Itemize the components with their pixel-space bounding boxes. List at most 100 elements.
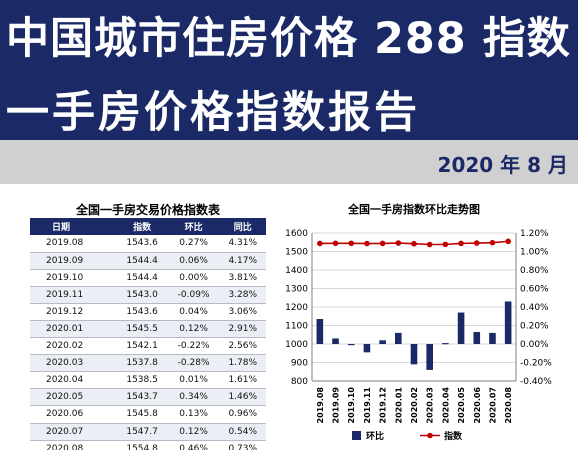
table-row: 2019.11 1543.0 -0.09% 3.28%	[30, 286, 266, 304]
cell-mom: 0.12%	[167, 320, 220, 339]
cell-date: 2019.09	[30, 252, 117, 270]
cell-index: 1538.5	[116, 371, 168, 390]
cell-date: 2020.08	[30, 440, 117, 450]
cell-index: 1554.8	[116, 440, 168, 450]
x-tick-label: 2020.08	[504, 387, 513, 424]
chart-title: 全国一手房指数环比走势图	[347, 202, 480, 216]
y-right-tick-label: -0.20%	[520, 359, 552, 369]
point-index	[317, 240, 323, 247]
cell-index: 1543.6	[116, 303, 168, 321]
point-index	[395, 240, 402, 246]
cell-date: 2019.10	[30, 269, 117, 287]
table-row: 2020.03 1537.8 -0.28% 1.78%	[30, 354, 266, 373]
table-row: 2020.01 1545.5 0.12% 2.91%	[30, 320, 266, 339]
y-right-tick-label: 0.60%	[520, 285, 549, 295]
cell-index: 1542.1	[116, 337, 168, 356]
table-header-row: 日期 指数 环比 同比	[30, 218, 266, 235]
cell-mom: 0.13%	[167, 405, 220, 424]
table-row: 2020.08 1554.8 0.46% 0.73%	[30, 440, 266, 450]
cell-index: 1543.7	[116, 388, 168, 407]
legend-marker-line	[427, 432, 433, 439]
table-row: 2019.12 1543.6 0.04% 3.06%	[30, 303, 266, 321]
bar-mom	[426, 344, 433, 370]
column-header-mom: 环比	[167, 218, 220, 235]
point-index	[489, 239, 496, 246]
table-row: 2020.04 1538.5 0.01% 1.61%	[30, 371, 266, 390]
y-right-tick-label: 0.00%	[520, 340, 549, 350]
cell-index: 1543.6	[116, 235, 168, 253]
bar-mom	[332, 338, 339, 344]
point-index	[364, 240, 370, 247]
table-row: 2020.05 1543.7 0.34% 1.46%	[30, 388, 266, 407]
cell-index: 1545.5	[116, 320, 168, 339]
cell-date: 2020.01	[30, 320, 117, 339]
y-right-tick-label: -0.40%	[520, 377, 552, 387]
header-banner: 中国城市住房价格 288 指数 一手房价格指数报告	[0, 0, 578, 140]
y-left-tick-label: 800	[291, 377, 308, 387]
x-tick-label: 2019.11	[363, 387, 372, 424]
bar-mom	[473, 331, 481, 344]
x-tick-label: 2020.03	[426, 387, 435, 423]
legend-swatch-bar	[352, 431, 361, 440]
legend-label-line: 指数	[444, 430, 463, 442]
x-tick-label: 2020.07	[488, 387, 497, 423]
table-row: 2020.06 1545.8 0.13% 0.96%	[30, 405, 266, 424]
bar-mom	[316, 319, 324, 344]
bar-mom	[489, 332, 496, 344]
point-index	[473, 240, 480, 246]
table-row: 2019.10 1544.4 0.00% 3.81%	[30, 269, 266, 287]
cell-index: 1543.0	[116, 286, 168, 304]
bar-mom	[410, 344, 418, 365]
cell-date: 2019.12	[30, 303, 117, 321]
cell-mom: 0.06%	[167, 252, 220, 270]
cell-yoy: 0.96%	[219, 405, 266, 424]
point-index	[442, 241, 449, 248]
y-left-tick-label: 900	[291, 359, 308, 369]
cell-yoy: 2.91%	[219, 320, 266, 339]
x-tick-label: 2019.08	[316, 387, 325, 424]
cell-mom: 0.34%	[167, 388, 220, 407]
cell-yoy: 4.17%	[219, 252, 266, 270]
cell-mom: -0.28%	[167, 354, 220, 373]
cell-yoy: 2.56%	[219, 337, 266, 356]
bar-mom	[395, 332, 402, 344]
cell-date: 2020.02	[30, 337, 117, 356]
y-left-tick-label: 1200	[285, 303, 308, 313]
cell-yoy: 1.78%	[219, 354, 266, 373]
point-index	[426, 241, 433, 248]
point-index	[332, 240, 339, 247]
point-index	[505, 238, 511, 245]
y-left-tick-label: 1100	[285, 322, 308, 332]
table-title: 全国一手房交易价格指数表	[75, 203, 220, 217]
cell-date: 2019.08	[30, 235, 117, 253]
bar-mom	[442, 343, 449, 345]
cell-mom: -0.22%	[167, 337, 220, 356]
point-index	[411, 240, 417, 247]
table-row: 2019.08 1543.6 0.27% 4.31%	[30, 235, 266, 253]
cell-yoy: 3.28%	[219, 286, 266, 304]
cell-date: 2020.05	[30, 388, 117, 407]
column-header-index: 指数	[116, 218, 168, 235]
x-tick-label: 2019.10	[347, 387, 356, 424]
cell-mom: 0.00%	[167, 269, 220, 287]
x-tick-label: 2020.01	[394, 387, 403, 424]
cell-yoy: 3.06%	[219, 303, 266, 321]
report-title-line2: 一手房价格指数报告	[6, 88, 420, 138]
column-header-yoy: 同比	[219, 218, 266, 235]
cell-index: 1545.8	[116, 405, 168, 424]
point-index	[379, 240, 386, 247]
table-row: 2020.07 1547.7 0.12% 0.54%	[30, 423, 266, 441]
report-title-line1: 中国城市住房价格 288 指数	[6, 14, 571, 64]
cell-date: 2020.04	[30, 371, 117, 390]
table-row: 2019.09 1544.4 0.06% 4.17%	[30, 252, 266, 270]
cell-yoy: 4.31%	[219, 235, 266, 253]
cell-yoy: 0.54%	[219, 423, 266, 441]
y-right-tick-label: 0.80%	[520, 266, 549, 276]
x-tick-label: 2019.09	[332, 387, 341, 424]
cell-mom: -0.09%	[167, 286, 220, 304]
cell-index: 1544.4	[116, 252, 168, 270]
cell-date: 2019.11	[30, 286, 117, 304]
cell-mom: 0.04%	[167, 303, 220, 321]
cell-date: 2020.07	[30, 423, 117, 441]
column-header-date: 日期	[30, 218, 117, 235]
